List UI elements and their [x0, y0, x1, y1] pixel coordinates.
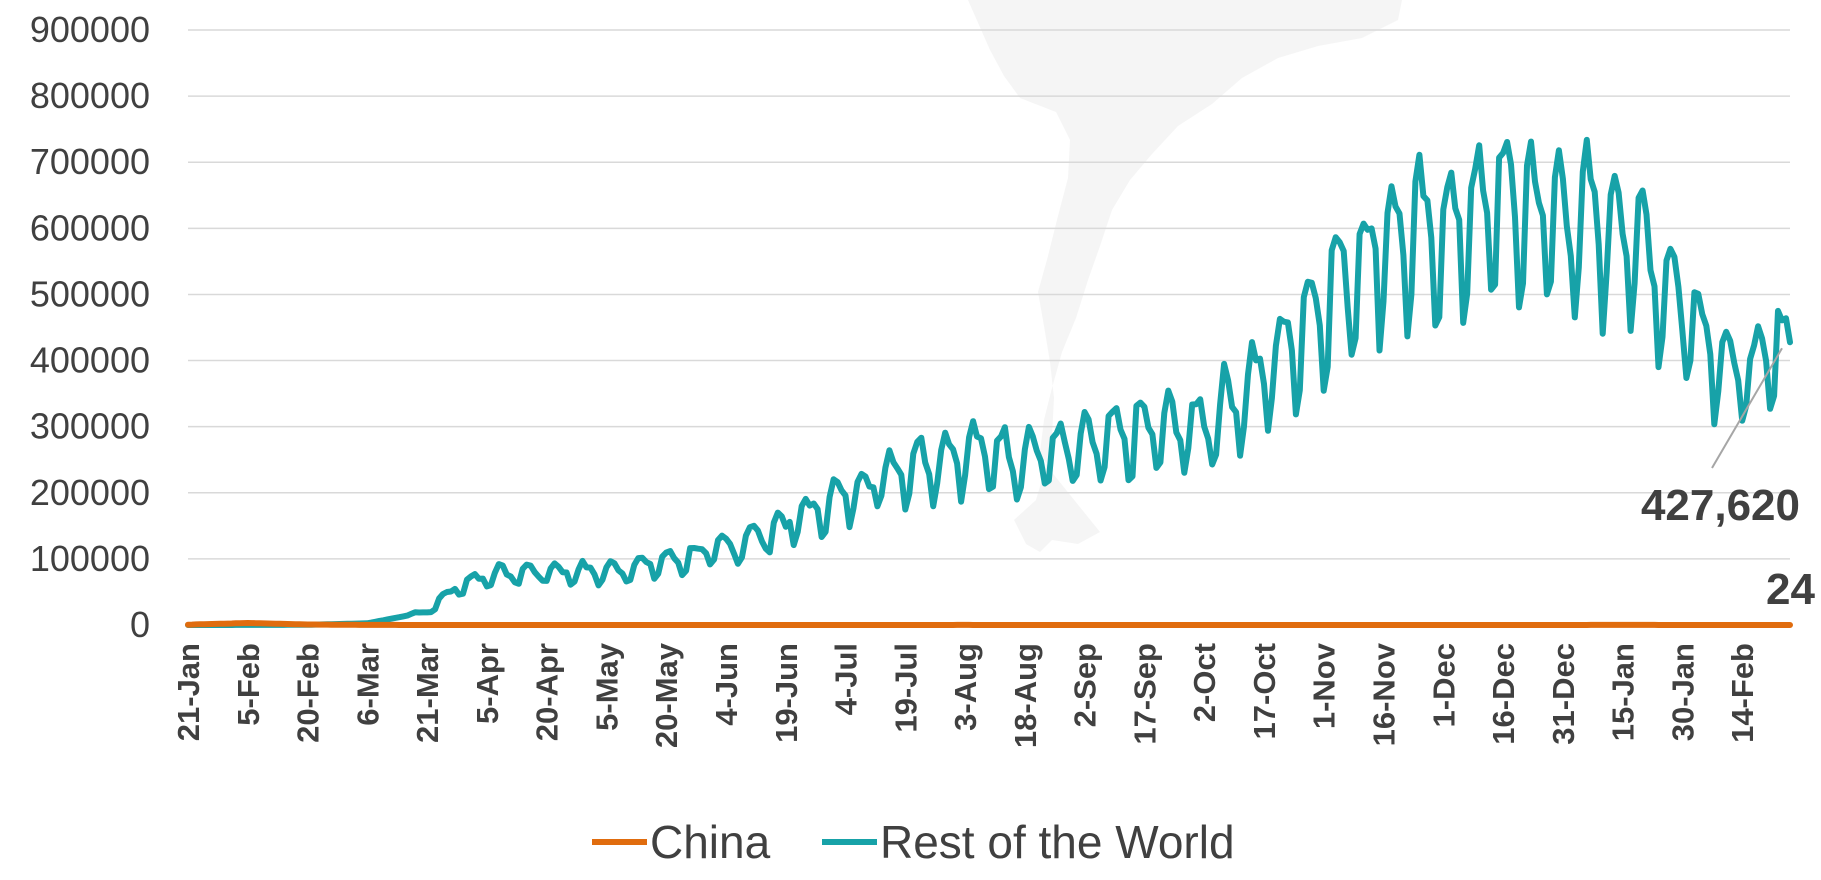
x-tick-label: 19-Jun: [769, 643, 804, 743]
series-line-china: [185, 620, 1793, 628]
x-tick-label: 21-Mar: [410, 643, 445, 743]
x-tick-label: 20-Feb: [291, 643, 326, 743]
x-tick-label: 21-Jan: [171, 643, 206, 741]
x-tick-label: 18-Aug: [1008, 643, 1043, 748]
y-axis-ticks: 0 100000 200000 300000 400000 500000 600000 700…: [30, 9, 150, 645]
x-tick-label: 5-Feb: [231, 643, 266, 726]
end-label-leader-line: [1711, 347, 1783, 469]
y-tick-label: 800000: [30, 75, 150, 116]
y-tick-label: 200000: [30, 472, 150, 513]
y-tick-label: 700000: [30, 141, 150, 182]
end-labels: 427,620 24: [1641, 347, 1815, 614]
x-tick-label: 5-Apr: [470, 643, 505, 724]
x-tick-label: 1-Dec: [1426, 643, 1461, 727]
legend-item-china: China: [592, 816, 771, 868]
series-lines: [185, 136, 1793, 628]
x-tick-label: 16-Nov: [1367, 642, 1402, 746]
x-tick-label: 17-Sep: [1127, 643, 1162, 745]
map-silhouette-watermark: [968, 0, 1402, 552]
legend-label: Rest of the World: [880, 816, 1235, 868]
legend-label: China: [650, 816, 771, 868]
x-tick-label: 15-Jan: [1606, 643, 1641, 741]
y-tick-label: 500000: [30, 273, 150, 314]
y-tick-label: 100000: [30, 538, 150, 579]
x-tick-label: 14-Feb: [1725, 643, 1760, 743]
y-tick-label: 400000: [30, 340, 150, 381]
x-tick-label: 2-Oct: [1187, 643, 1222, 722]
x-tick-label: 30-Jan: [1665, 643, 1700, 741]
x-tick-label: 4-Jul: [829, 643, 864, 715]
x-tick-label: 19-Jul: [888, 643, 923, 733]
x-tick-label: 1-Nov: [1307, 642, 1342, 729]
y-tick-label: 0: [130, 604, 150, 645]
x-axis-ticks: 21-Jan 5-Feb 20-Feb 6-Mar 21-Mar 5-Apr 20-Apr 5…: [171, 642, 1760, 748]
x-tick-label: 5-May: [589, 642, 624, 731]
x-tick-label: 31-Dec: [1546, 643, 1581, 745]
legend: China Rest of the World: [592, 816, 1235, 868]
series-line-rest-of-world: [185, 136, 1793, 628]
y-tick-label: 600000: [30, 207, 150, 248]
x-tick-label: 16-Dec: [1486, 643, 1521, 745]
x-tick-label: 20-May: [649, 642, 684, 748]
x-tick-label: 2-Sep: [1068, 643, 1103, 727]
y-tick-label: 300000: [30, 406, 150, 447]
gridlines: [188, 29, 1790, 626]
x-tick-label: 17-Oct: [1247, 643, 1282, 739]
end-label-rest-of-world: 427,620: [1641, 481, 1800, 530]
x-tick-label: 20-Apr: [530, 643, 565, 741]
x-tick-label: 6-Mar: [350, 643, 385, 726]
end-label-china: 24: [1766, 565, 1815, 614]
legend-item-rest-of-world: Rest of the World: [822, 816, 1235, 868]
x-tick-label: 4-Jun: [709, 643, 744, 726]
y-tick-label: 900000: [30, 9, 150, 50]
x-tick-label: 3-Aug: [948, 643, 983, 731]
